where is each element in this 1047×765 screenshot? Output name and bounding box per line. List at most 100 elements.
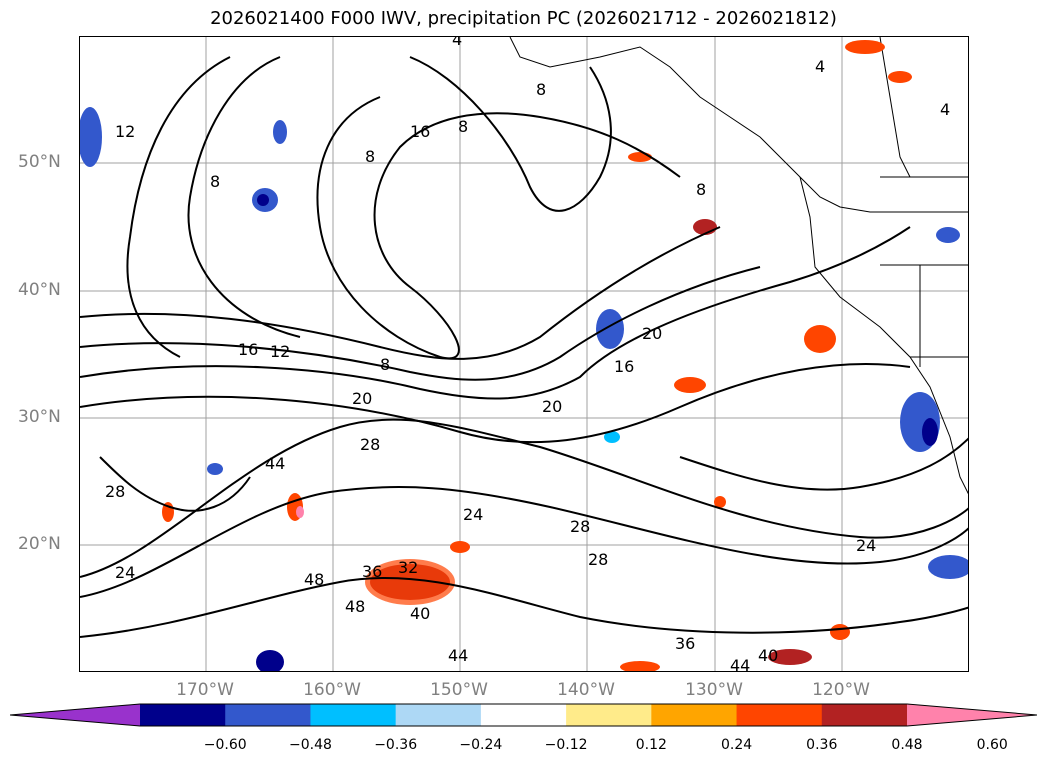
- map-panel: 4 4 4 8 8 8 8 8 8 12 12 16 16 16 20 20 2…: [79, 36, 969, 672]
- colorbar-tick-label: 0.60: [976, 737, 1008, 753]
- precip-negative: [80, 107, 968, 671]
- lon-label-150w: 150°W: [430, 680, 488, 700]
- contour-label: 8: [696, 180, 706, 199]
- contour-line: [80, 576, 968, 638]
- contour-labels: 4 4 4 8 8 8 8 8 8 12 12 16 16 16 20 20 2…: [105, 37, 950, 672]
- contour-label: 12: [115, 122, 135, 141]
- precip-patch: [256, 650, 284, 671]
- contour-label: 8: [458, 117, 468, 136]
- precip-positive: [162, 40, 912, 671]
- contour-label: 28: [360, 435, 380, 454]
- contour-line: [80, 362, 911, 444]
- contour-line: [80, 486, 968, 598]
- contour-label: 4: [815, 57, 825, 76]
- lon-label-160w: 160°W: [303, 680, 361, 700]
- contour-label: 32: [398, 558, 418, 577]
- contour-label: 40: [758, 646, 778, 665]
- contour-label: 8: [365, 147, 375, 166]
- contour-label: 12: [270, 342, 290, 361]
- contour-line: [316, 96, 681, 360]
- precip-patch: [768, 649, 812, 665]
- border-line: [879, 37, 911, 178]
- contour-label: 20: [642, 324, 662, 343]
- colorbar-outline: [10, 703, 1037, 727]
- precip-patch: [628, 152, 652, 162]
- colorbar-segment: [821, 704, 908, 726]
- contour-label: 16: [410, 122, 430, 141]
- contour-label: 48: [304, 570, 324, 589]
- contour-label: 16: [238, 340, 258, 359]
- contour-line: [126, 56, 231, 358]
- precip-patch: [365, 559, 455, 605]
- contour-label: 44: [730, 656, 750, 672]
- precip-patch: [620, 661, 660, 671]
- contour-label: 24: [115, 563, 135, 582]
- precip-patch: [830, 624, 850, 640]
- contour-label: 8: [380, 355, 390, 374]
- colorbar-segment: [736, 704, 823, 726]
- precip-patch: [80, 107, 102, 167]
- contour-label: 4: [940, 100, 950, 119]
- contour-line: [80, 266, 761, 381]
- precip-patch: [804, 325, 836, 353]
- map-title: 2026021400 F000 IWV, precipitation PC (2…: [210, 8, 837, 29]
- precip-patch: [936, 227, 960, 243]
- precip-patch: [888, 71, 912, 83]
- precip-patch: [922, 418, 938, 446]
- graticule: [80, 37, 968, 671]
- colorbar-tick-label: 0.36: [806, 737, 838, 753]
- colorbar-tick-label: −0.12: [544, 737, 588, 753]
- colorbar-tick-label: −0.24: [459, 737, 503, 753]
- precip-patch: [714, 496, 726, 508]
- precip-patch: [604, 431, 620, 443]
- contour-label: 24: [856, 536, 876, 555]
- precip-patch: [450, 541, 470, 553]
- precip-patch: [207, 463, 223, 475]
- colorbar-segment: [480, 704, 567, 726]
- colorbar-tick-label: −0.48: [288, 737, 332, 753]
- contour-line: [99, 456, 251, 512]
- contour-line: [80, 418, 968, 578]
- colorbar-tick-label: −0.60: [203, 737, 247, 753]
- colorbar-extend-high: [907, 704, 1037, 726]
- colorbar-segment: [395, 704, 482, 726]
- contour-label: 28: [588, 550, 608, 569]
- contour-label: 44: [265, 454, 285, 473]
- contour-label: 4: [452, 37, 462, 49]
- lat-label-20n: 20°N: [18, 534, 61, 554]
- colorbar-segment: [651, 704, 738, 726]
- lat-label-40n: 40°N: [18, 280, 61, 300]
- contour-label: 16: [614, 357, 634, 376]
- contour-line: [187, 56, 301, 338]
- alaska-coast: [509, 37, 968, 213]
- map-canvas: 4 4 4 8 8 8 8 8 8 12 12 16 16 16 20 20 2…: [80, 37, 968, 672]
- contour-label: 24: [463, 505, 483, 524]
- colorbar-segment: [225, 704, 311, 726]
- us-west-coast: [799, 176, 968, 495]
- lat-label-50n: 50°N: [18, 152, 61, 172]
- colorbar-tick-label: 0.24: [720, 737, 753, 753]
- contour-label: 44: [448, 646, 468, 665]
- colorbar: [10, 703, 1037, 727]
- precip-patch: [674, 377, 706, 393]
- contour-line: [80, 226, 911, 400]
- precip-patch: [257, 194, 269, 206]
- contour-label: 48: [345, 597, 365, 616]
- colorbar-tick-label: 0.12: [635, 737, 667, 753]
- colorbar-segment: [566, 704, 652, 726]
- lon-label-130w: 130°W: [685, 680, 743, 700]
- contour-line: [679, 437, 968, 491]
- contour-label: 40: [410, 604, 430, 623]
- contour-label: 20: [542, 397, 562, 416]
- contour-label: 28: [105, 482, 125, 501]
- state-borders: [880, 176, 968, 367]
- colorbar-tick-label: 0.48: [891, 737, 923, 753]
- precip-patch: [273, 120, 287, 144]
- contour-label: 28: [570, 517, 590, 536]
- contour-label: 36: [362, 562, 382, 581]
- contour-label: 36: [675, 634, 695, 653]
- colorbar-segment: [310, 704, 397, 726]
- contour-label: 8: [210, 172, 220, 191]
- precip-patch: [296, 506, 304, 518]
- lon-label-140w: 140°W: [557, 680, 615, 700]
